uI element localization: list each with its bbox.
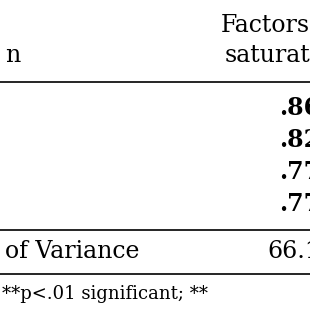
Text: Factors: Factors bbox=[221, 14, 310, 37]
Text: .77: .77 bbox=[279, 160, 310, 184]
Text: saturat: saturat bbox=[224, 43, 310, 67]
Text: of Variance: of Variance bbox=[5, 241, 140, 264]
Text: n: n bbox=[5, 43, 20, 67]
Text: **p<.01 significant; **: **p<.01 significant; ** bbox=[2, 285, 208, 303]
Text: .86: .86 bbox=[279, 96, 310, 120]
Text: 66.1: 66.1 bbox=[267, 241, 310, 264]
Text: .82: .82 bbox=[279, 128, 310, 152]
Text: .77: .77 bbox=[279, 192, 310, 216]
